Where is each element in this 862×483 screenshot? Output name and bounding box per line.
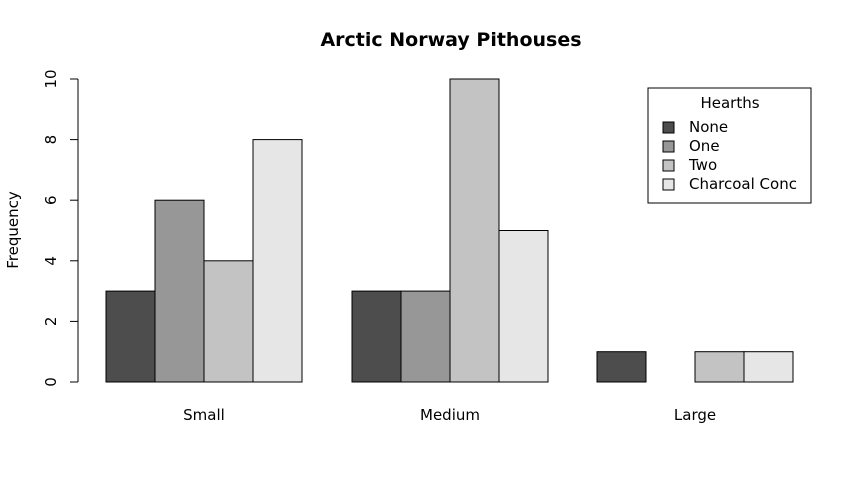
bar-medium-one — [400, 290, 451, 383]
legend-label: One — [689, 137, 720, 155]
y-axis: 0 2 4 6 8 10 — [42, 69, 79, 387]
x-category-label: Medium — [420, 406, 480, 424]
bar-medium-two — [449, 78, 500, 383]
legend-title: Hearths — [700, 94, 759, 112]
legend-swatch — [662, 178, 675, 191]
legend-swatch — [662, 140, 675, 153]
bar-small-none — [105, 290, 156, 383]
legend-swatch — [662, 121, 675, 134]
chart-title: Arctic Norway Pithouses — [320, 29, 581, 51]
bar-small-two — [203, 260, 254, 383]
bar-large-charcoal-conc — [743, 351, 794, 383]
legend-label: None — [689, 118, 728, 136]
legend-box — [647, 87, 812, 204]
y-tick-label: 8 — [42, 135, 60, 145]
y-tick-label: 6 — [42, 195, 60, 205]
y-tick-label: 2 — [42, 317, 60, 327]
bar-medium-none — [351, 290, 402, 383]
x-category-label: Small — [183, 406, 225, 424]
bar-large-two — [694, 351, 745, 383]
bar-medium-charcoal-conc — [498, 230, 549, 383]
y-tick-label: 0 — [42, 377, 60, 387]
legend-label: Charcoal Conc — [689, 175, 797, 193]
y-tick-label: 4 — [42, 256, 60, 266]
bar-small-charcoal-conc — [252, 139, 303, 383]
y-axis-label: Frequency — [4, 191, 22, 269]
bar-large-none — [596, 351, 647, 383]
bar-small-one — [154, 199, 205, 383]
x-category-label: Large — [674, 406, 716, 424]
legend-swatch — [662, 159, 675, 172]
x-axis-labels: Small Medium Large — [183, 406, 716, 424]
bars — [105, 78, 794, 383]
y-tick-label: 10 — [42, 69, 60, 88]
legend-label: Two — [688, 156, 717, 174]
